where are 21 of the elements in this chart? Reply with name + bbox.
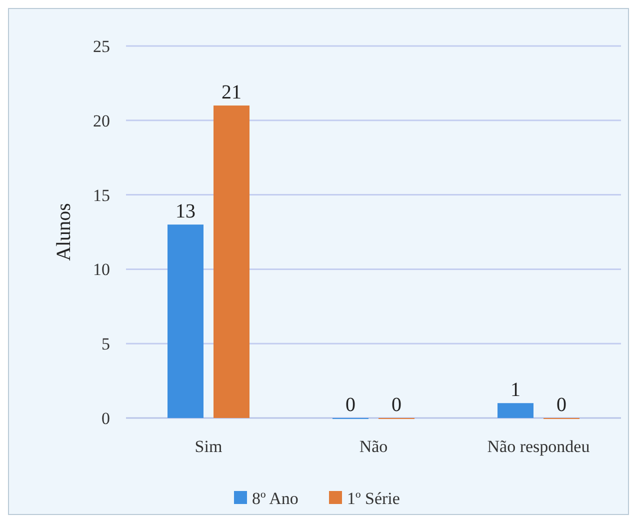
data-label: 0 — [556, 394, 566, 416]
y-tick-label: 5 — [102, 334, 110, 354]
bar — [498, 403, 534, 418]
y-tick-label: 15 — [93, 186, 110, 205]
data-label: 13 — [176, 200, 196, 223]
x-tick-label: Não respondeu — [487, 437, 590, 456]
legend-label: 8º Ano — [252, 488, 298, 508]
x-tick-label: Sim — [194, 437, 222, 456]
y-tick-label: 10 — [93, 260, 110, 280]
bar — [168, 224, 204, 418]
y-tick-label: 20 — [93, 111, 110, 130]
data-label: 1 — [510, 379, 520, 402]
y-axis-title: Alunos — [53, 202, 75, 261]
legend-label: 1º Série — [347, 488, 400, 508]
bar — [214, 106, 250, 418]
y-tick-label: 0 — [102, 408, 110, 428]
y-tick-label: 25 — [93, 36, 110, 56]
x-tick-label: Não — [359, 437, 388, 456]
data-label: 0 — [346, 394, 356, 416]
data-label: 21 — [222, 82, 242, 104]
data-label: 0 — [392, 394, 402, 416]
